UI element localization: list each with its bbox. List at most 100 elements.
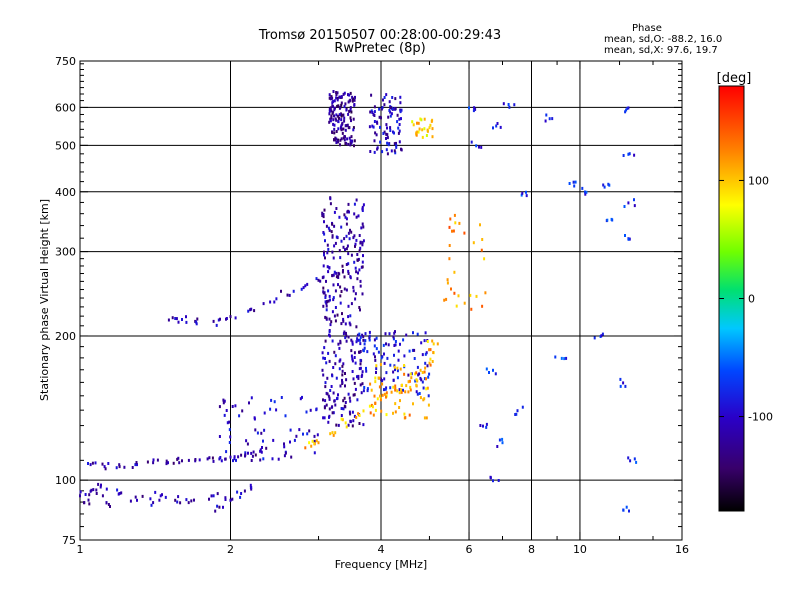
data-point: [321, 214, 324, 217]
data-point: [346, 123, 349, 127]
data-point: [335, 92, 338, 96]
data-point: [340, 112, 342, 116]
data-point: [240, 492, 243, 495]
data-point: [328, 415, 330, 419]
data-point: [516, 409, 519, 413]
data-point: [400, 117, 402, 121]
data-point: [332, 110, 335, 114]
data-point: [358, 268, 361, 272]
data-point: [353, 103, 356, 106]
data-point: [131, 466, 134, 469]
data-point: [349, 106, 352, 110]
data-point: [323, 416, 326, 420]
data-point: [448, 225, 451, 229]
data-point: [453, 213, 456, 217]
data-point: [107, 462, 110, 465]
data-point: [400, 147, 402, 151]
data-point: [482, 424, 484, 428]
data-point: [385, 413, 388, 417]
data-point: [152, 501, 155, 505]
data-point: [416, 121, 418, 125]
data-point: [328, 330, 331, 334]
x-tick-label: 16: [675, 543, 689, 556]
data-point: [353, 393, 356, 397]
data-point: [347, 392, 350, 396]
data-point: [252, 450, 255, 454]
data-point: [393, 365, 396, 369]
data-point: [283, 445, 286, 449]
data-point: [244, 451, 247, 455]
data-point: [333, 270, 336, 274]
data-point: [332, 283, 335, 287]
data-point: [331, 104, 334, 108]
data-point: [427, 375, 430, 379]
data-point: [362, 239, 365, 243]
data-point: [383, 96, 386, 99]
data-point: [451, 229, 453, 233]
data-point: [315, 408, 318, 412]
data-point: [351, 410, 354, 414]
data-point: [361, 222, 364, 226]
data-point: [342, 92, 345, 96]
data-point: [340, 95, 343, 99]
data-point: [414, 379, 417, 383]
data-point: [326, 392, 329, 396]
data-point: [228, 428, 231, 432]
data-point: [339, 384, 342, 388]
data-point: [341, 369, 344, 373]
data-point: [341, 131, 344, 135]
data-point: [336, 98, 339, 102]
data-point: [371, 405, 374, 409]
data-point: [353, 98, 356, 102]
data-point: [324, 256, 326, 260]
data-point: [407, 373, 410, 377]
data-point: [499, 125, 502, 129]
data-point: [310, 444, 313, 448]
data-point: [259, 449, 262, 453]
data-point: [229, 455, 232, 459]
x-tick-label: 2: [227, 543, 234, 556]
data-point: [334, 403, 337, 407]
data-point: [174, 317, 177, 320]
data-point: [280, 396, 283, 399]
data-point: [248, 401, 250, 405]
data-point: [399, 399, 401, 403]
data-point: [286, 293, 289, 297]
data-point: [344, 215, 347, 219]
data-point: [385, 391, 388, 395]
data-point: [392, 378, 395, 382]
data-point: [412, 402, 414, 406]
data-point: [415, 133, 418, 137]
data-point: [581, 186, 584, 190]
data-point: [381, 393, 384, 397]
data-point: [470, 307, 473, 311]
data-point: [234, 404, 237, 408]
data-point: [370, 109, 373, 113]
data-point: [345, 108, 348, 112]
data-point: [366, 387, 369, 391]
data-point: [382, 98, 384, 102]
data-point: [398, 388, 401, 392]
data-point: [326, 265, 329, 269]
data-point: [334, 319, 337, 323]
data-point: [146, 460, 149, 464]
data-point: [345, 222, 348, 226]
data-point: [335, 235, 338, 239]
data-point: [292, 289, 295, 293]
data-point: [348, 136, 351, 140]
data-point: [236, 490, 239, 494]
data-point: [485, 367, 488, 371]
data-point: [373, 110, 376, 114]
data-point: [389, 114, 392, 118]
data-point: [405, 384, 408, 388]
data-point: [392, 370, 395, 374]
data-point: [415, 371, 418, 375]
data-point: [240, 453, 243, 457]
data-point: [337, 116, 340, 120]
data-point: [359, 383, 362, 387]
data-point: [352, 128, 355, 132]
data-point: [403, 364, 406, 367]
data-point: [331, 411, 334, 415]
data-point: [325, 308, 328, 312]
data-point: [497, 479, 500, 482]
